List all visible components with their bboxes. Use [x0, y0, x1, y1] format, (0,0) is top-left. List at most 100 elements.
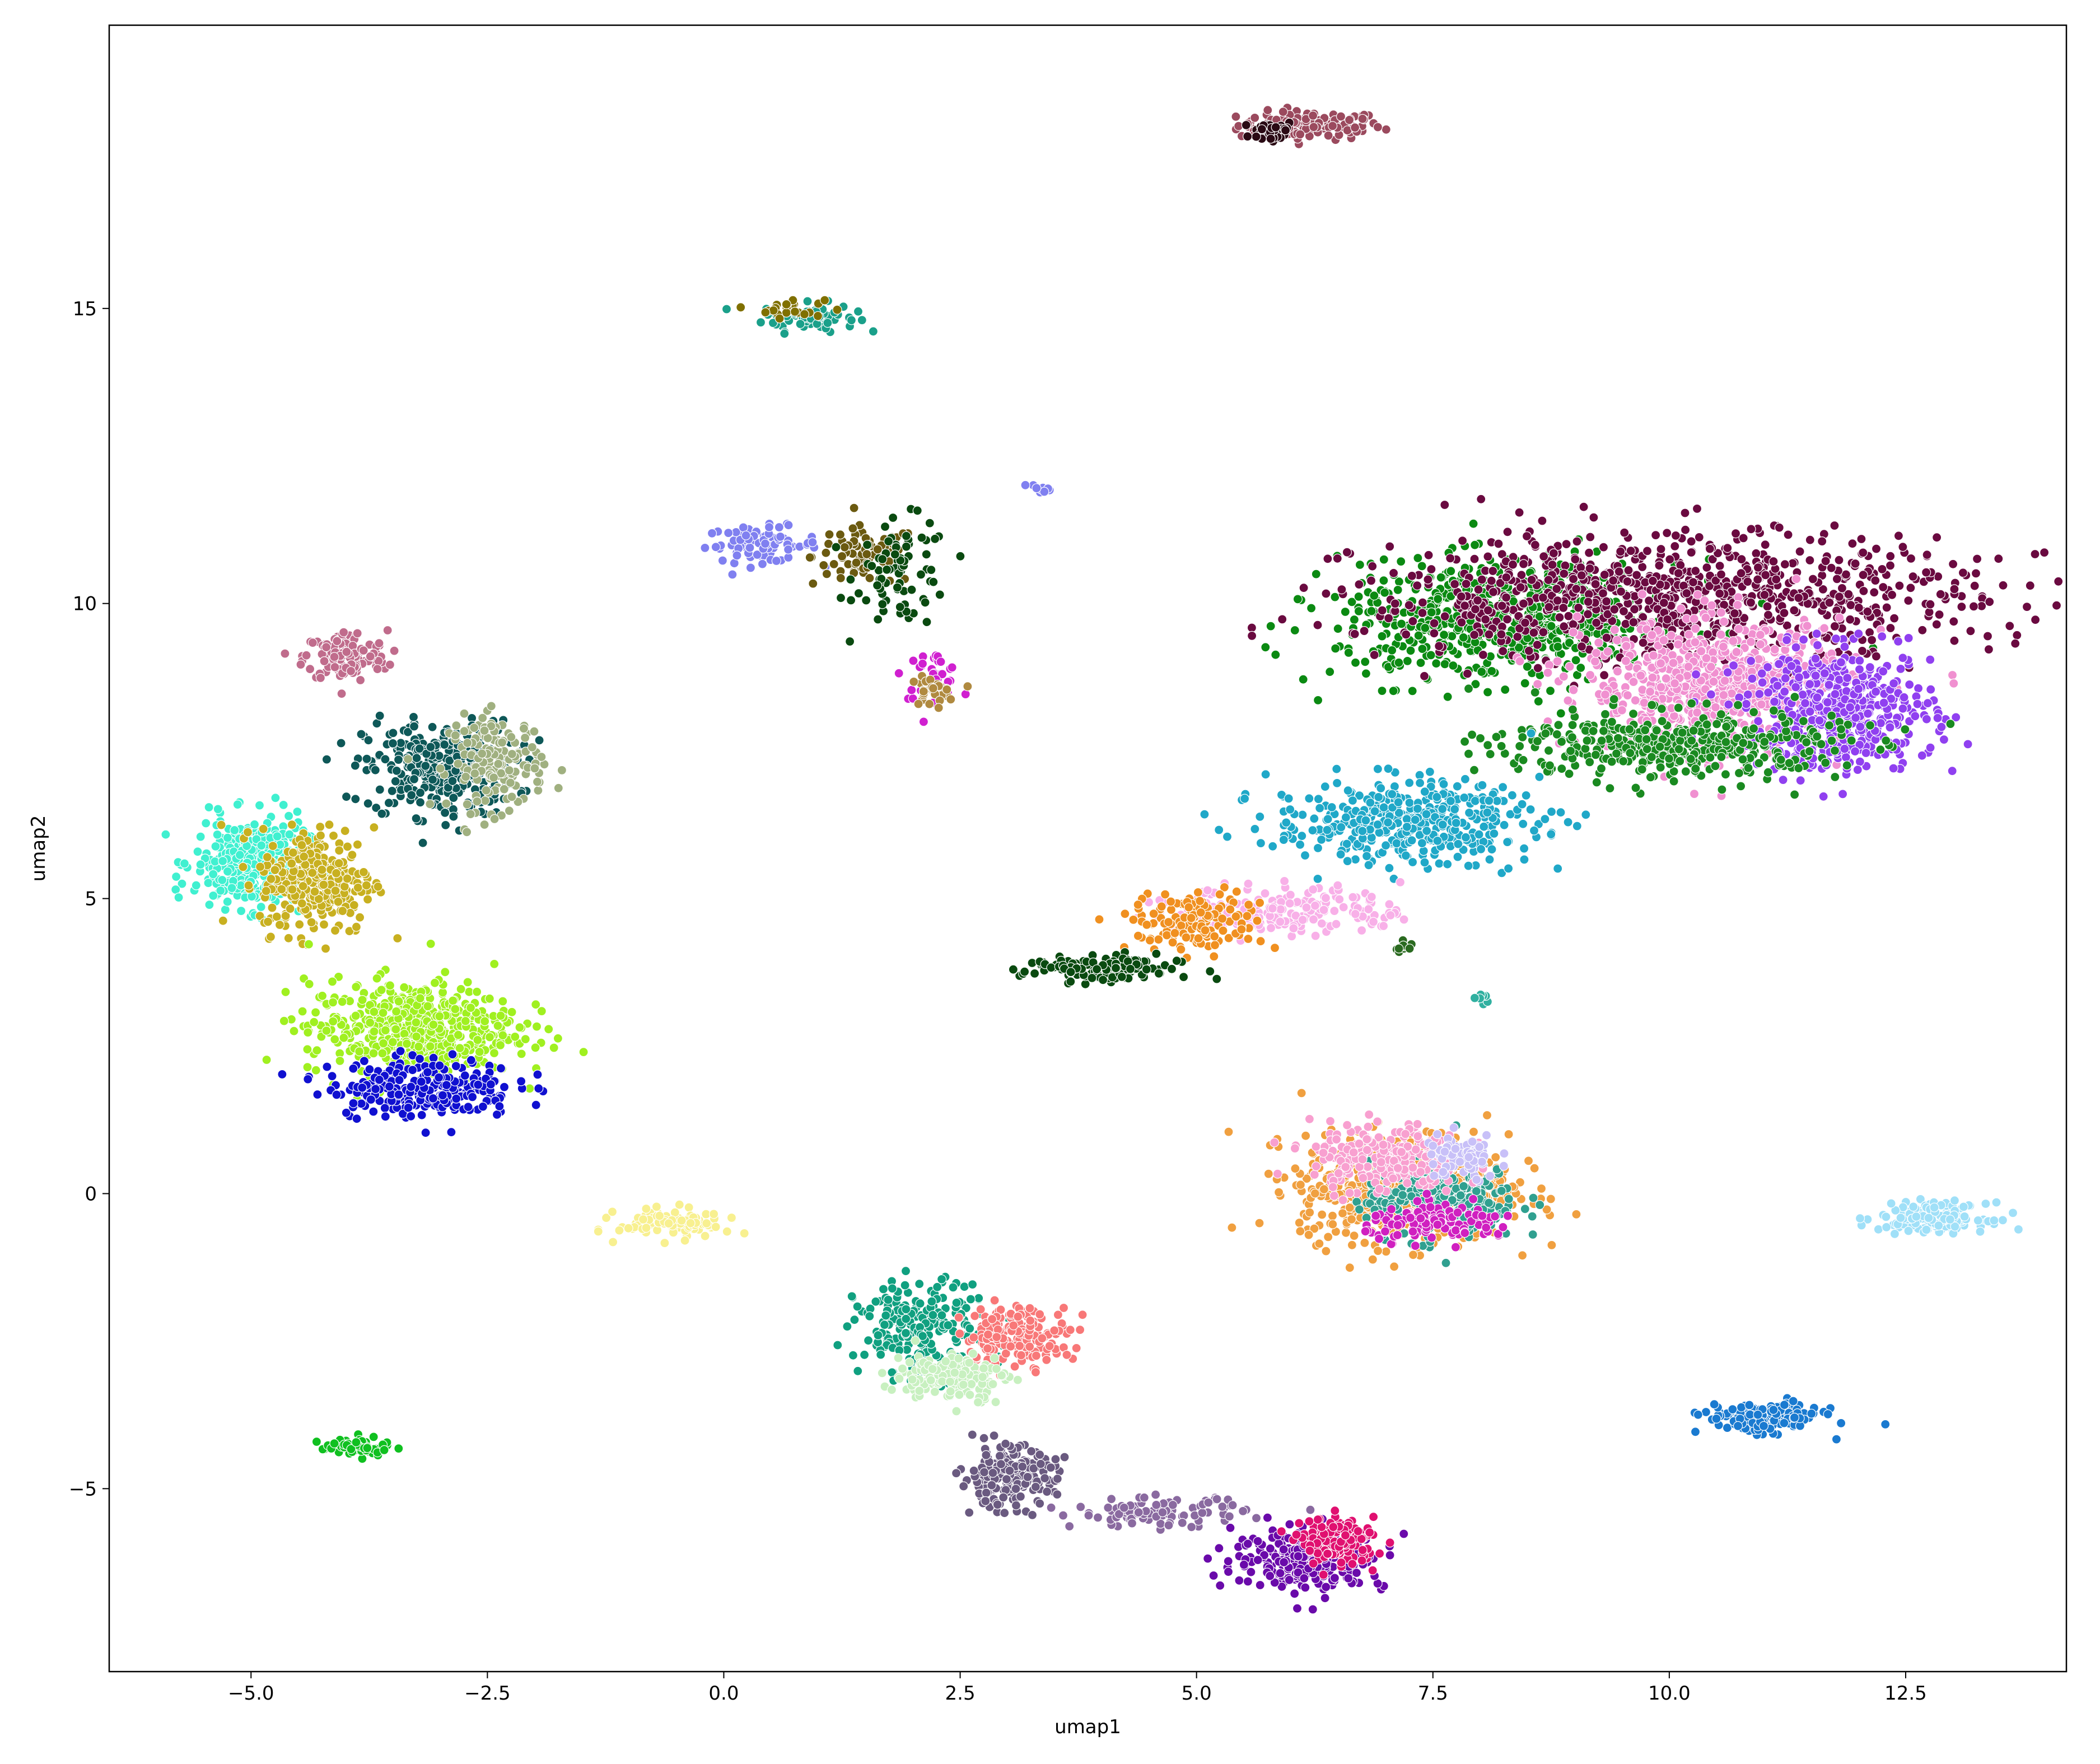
- scatter-point: [1508, 559, 1518, 570]
- scatter-point: [1568, 627, 1579, 637]
- scatter-point: [506, 732, 516, 742]
- scatter-point: [1342, 547, 1352, 557]
- scatter-point: [1673, 568, 1683, 578]
- scatter-point: [1642, 546, 1653, 556]
- scatter-point: [1770, 645, 1780, 655]
- scatter-point: [1478, 650, 1488, 660]
- scatter-point: [1251, 132, 1261, 142]
- scatter-point: [1682, 588, 1692, 599]
- scatter-point: [366, 1094, 376, 1105]
- scatter-point: [507, 1007, 517, 1017]
- scatter-point: [553, 783, 563, 793]
- scatter-point: [1429, 618, 1439, 628]
- scatter-point: [1737, 554, 1747, 564]
- scatter-point: [1470, 540, 1480, 550]
- scatter-point: [373, 881, 383, 892]
- scatter-point: [1689, 614, 1699, 624]
- scatter-point: [872, 544, 883, 554]
- scatter-point: [497, 738, 507, 748]
- scatter-point: [195, 860, 206, 870]
- scatter-point: [339, 1033, 349, 1043]
- scatter-point: [839, 542, 850, 552]
- scatter-point: [440, 967, 450, 977]
- scatter-point: [201, 818, 211, 828]
- scatter-point: [1377, 631, 1387, 641]
- scatter-point: [1384, 613, 1394, 623]
- scatter-point: [1622, 690, 1632, 701]
- scatter-point: [1957, 601, 1967, 612]
- scatter-point: [1871, 651, 1881, 661]
- scatter-point: [375, 711, 385, 721]
- scatter-point: [721, 304, 732, 314]
- scatter-point: [1632, 570, 1642, 580]
- scatter-point: [1359, 626, 1369, 636]
- scatter-point: [529, 726, 539, 736]
- scatter-point: [1446, 566, 1456, 576]
- scatter-point: [261, 886, 271, 896]
- scatter-point: [1686, 547, 1696, 558]
- scatter-point: [203, 878, 213, 888]
- scatter-point: [411, 1018, 421, 1028]
- scatter-point: [403, 1103, 413, 1113]
- scatter-point: [1440, 500, 1450, 510]
- scatter-point: [462, 799, 472, 809]
- scatter-point: [935, 590, 945, 600]
- scatter-point: [484, 993, 494, 1004]
- scatter-point: [1921, 567, 1931, 577]
- scatter-point: [362, 894, 373, 904]
- scatter-point: [486, 701, 496, 711]
- scatter-point: [459, 726, 469, 736]
- scatter-point: [1498, 646, 1508, 656]
- scatter-point: [1691, 566, 1701, 576]
- scatter-point: [319, 880, 329, 890]
- scatter-point: [351, 1011, 361, 1021]
- scatter-point: [369, 1026, 379, 1037]
- scatter-point: [337, 689, 347, 699]
- scatter-point: [527, 742, 537, 753]
- scatter-point: [1469, 554, 1480, 564]
- scatter-point: [1559, 622, 1569, 632]
- scatter-point: [415, 797, 426, 808]
- scatter-point: [351, 982, 361, 992]
- scatter-point: [1308, 110, 1318, 120]
- scatter-point: [890, 549, 900, 559]
- scatter-point: [1360, 657, 1370, 667]
- scatter-point: [947, 662, 957, 673]
- scatter-point: [1637, 589, 1648, 599]
- cluster-top-small-dark: [1241, 118, 1294, 147]
- scatter-point: [1854, 603, 1864, 613]
- scatter-point: [374, 1075, 384, 1085]
- scatter-point: [395, 1046, 405, 1056]
- scatter-point: [1460, 600, 1470, 611]
- scatter-point: [1684, 629, 1694, 640]
- scatter-point: [741, 530, 751, 540]
- scatter-point: [774, 522, 785, 533]
- scatter-point: [492, 1109, 502, 1120]
- scatter-point: [272, 831, 282, 842]
- scatter-point: [946, 694, 956, 704]
- scatter-point: [1719, 690, 1729, 700]
- scatter-point: [862, 540, 872, 550]
- scatter-point: [1533, 696, 1543, 707]
- scatter-point: [204, 802, 214, 813]
- scatter-point: [1413, 553, 1423, 563]
- scatter-point: [342, 874, 352, 884]
- scatter-point: [1555, 612, 1565, 623]
- scatter-point: [1602, 596, 1612, 606]
- scatter-point: [498, 996, 508, 1006]
- scatter-point: [480, 796, 491, 806]
- scatter-point: [406, 1082, 416, 1092]
- scatter-point: [926, 564, 936, 575]
- scatter-point: [220, 904, 230, 915]
- scatter-point: [456, 984, 466, 994]
- scatter-point: [1934, 609, 1944, 620]
- scatter-point: [1458, 632, 1468, 642]
- scatter-point: [265, 932, 276, 942]
- scatter-point: [1519, 559, 1529, 569]
- scatter-point: [1616, 547, 1626, 557]
- scatter-point: [310, 1007, 321, 1018]
- scatter-point: [387, 786, 397, 796]
- scatter-point: [1561, 539, 1571, 549]
- scatter-point: [461, 772, 471, 782]
- scatter-point: [909, 676, 919, 687]
